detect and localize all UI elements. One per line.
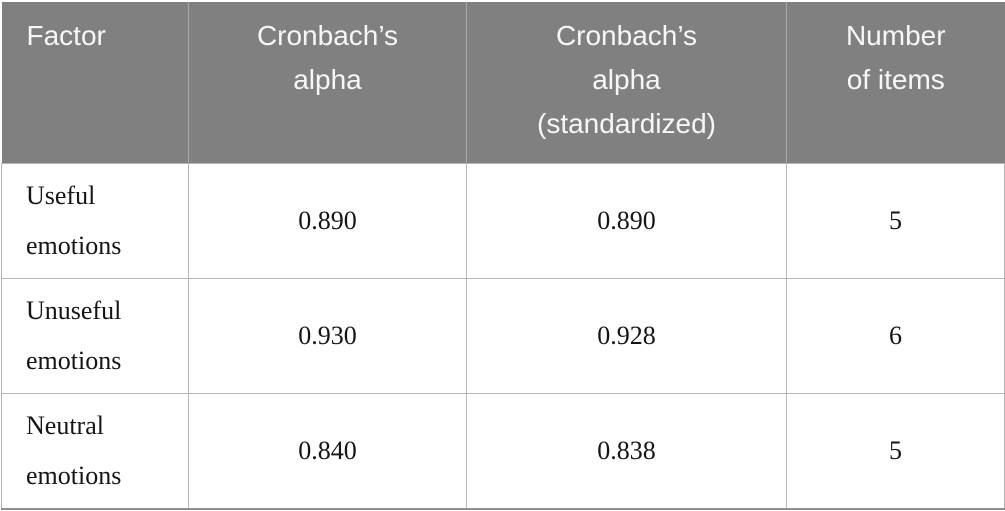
header-number-of-items-label: Number of items bbox=[845, 20, 946, 95]
cell-alpha: 0.930 bbox=[188, 278, 467, 394]
header-factor: Factor bbox=[1, 2, 189, 164]
header-factor-label: Factor bbox=[26, 20, 106, 51]
table-row: Useful emotions 0.890 0.890 5 bbox=[1, 163, 1005, 279]
table-row: Unuseful emotions 0.930 0.928 6 bbox=[1, 278, 1005, 394]
cell-factor: Unuseful emotions bbox=[1, 278, 189, 394]
header-number-of-items: Number of items bbox=[786, 2, 1005, 164]
cell-n-items: 6 bbox=[786, 278, 1005, 394]
table-row: Neutral emotions 0.840 0.838 5 bbox=[1, 393, 1005, 510]
cell-factor: Neutral emotions bbox=[1, 393, 189, 510]
cell-alpha-standardized: 0.838 bbox=[466, 393, 787, 510]
cell-factor: Useful emotions bbox=[1, 163, 189, 279]
header-cronbachs-alpha: Cronbach’s alpha bbox=[188, 2, 467, 164]
table-header-row: Factor Cronbach’s alpha Cronbach’s alpha… bbox=[1, 2, 1005, 164]
cell-n-items: 5 bbox=[786, 393, 1005, 510]
cell-n-items: 5 bbox=[786, 163, 1005, 279]
header-cronbachs-alpha-label: Cronbach’s alpha bbox=[256, 20, 399, 95]
header-cronbachs-alpha-standardized: Cronbach’s alpha (standardized) bbox=[466, 2, 787, 164]
cell-alpha-standardized: 0.890 bbox=[466, 163, 787, 279]
cell-alpha: 0.890 bbox=[188, 163, 467, 279]
cell-alpha-standardized: 0.928 bbox=[466, 278, 787, 394]
cell-alpha: 0.840 bbox=[188, 393, 467, 510]
header-cronbachs-alpha-standardized-label: Cronbach’s alpha (standardized) bbox=[537, 20, 716, 139]
